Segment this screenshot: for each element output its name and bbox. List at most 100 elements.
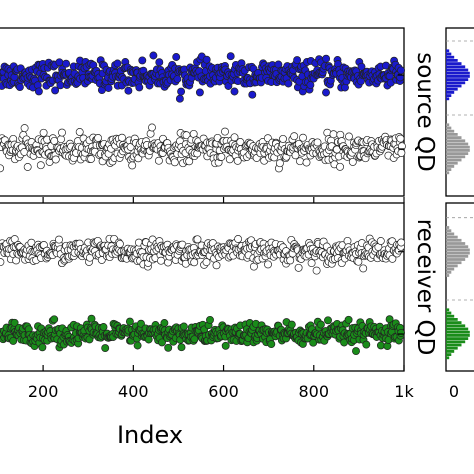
data-point <box>115 239 124 248</box>
data-point <box>51 86 60 95</box>
x-tick-label: 200 <box>28 382 59 401</box>
data-point <box>177 87 186 96</box>
histogram-bar <box>446 330 470 334</box>
histogram-bar <box>446 258 466 261</box>
data-point <box>267 340 276 349</box>
histogram-bar <box>446 87 458 91</box>
data-point <box>75 128 84 136</box>
data-point <box>397 328 405 337</box>
data-point <box>348 157 357 166</box>
histogram-bar <box>446 158 462 162</box>
histogram-bar <box>446 165 455 168</box>
data-point <box>15 83 24 92</box>
histogram-bar <box>446 226 450 229</box>
data-point <box>50 315 59 324</box>
histogram-bar <box>446 321 462 324</box>
data-point <box>397 238 406 247</box>
histogram-bar <box>446 52 452 56</box>
histogram-bar <box>446 340 466 344</box>
histogram-bar <box>446 245 469 249</box>
histogram-bar <box>446 133 458 136</box>
histogram-bar <box>446 356 450 360</box>
histogram-bar <box>446 68 469 72</box>
histogram-bar <box>446 59 458 62</box>
data-point <box>10 318 19 327</box>
data-point <box>87 314 96 323</box>
data-point <box>234 235 243 243</box>
histogram-bar <box>446 229 452 233</box>
histogram-bar <box>446 346 458 350</box>
data-point <box>38 343 47 352</box>
data-point <box>307 259 316 268</box>
histogram-bar <box>446 353 452 356</box>
data-point <box>376 237 385 245</box>
panel-receiver <box>0 202 406 372</box>
data-point <box>212 261 221 270</box>
histogram-bar <box>446 149 470 152</box>
data-point <box>158 338 166 347</box>
data-point <box>36 161 45 170</box>
data-point <box>99 323 108 331</box>
data-point <box>354 257 363 266</box>
data-point <box>233 156 242 165</box>
data-point <box>190 258 199 267</box>
data-point <box>359 264 368 273</box>
receiver-right-ticks <box>398 251 404 335</box>
data-point <box>157 256 165 265</box>
data-point <box>202 258 211 267</box>
x-axis: 200 400 600 800 1k <box>28 197 414 401</box>
histogram-bar <box>446 232 455 236</box>
side-label-receiver: receiver QD <box>412 219 438 356</box>
data-point <box>185 157 194 166</box>
x-tick-label: 400 <box>118 382 149 401</box>
data-point <box>10 235 19 244</box>
data-point <box>388 254 397 263</box>
data-point <box>195 88 204 97</box>
data-point <box>344 315 353 324</box>
histogram-bar <box>446 62 462 65</box>
histogram-bar <box>446 75 470 78</box>
hist-x-tick-label: 0 <box>449 382 459 401</box>
data-point <box>23 163 32 171</box>
histogram-bar <box>446 126 452 130</box>
histogram-bar <box>446 350 455 353</box>
data-point <box>206 315 214 324</box>
data-point <box>177 343 186 352</box>
data-point <box>345 132 353 141</box>
data-point <box>9 336 18 345</box>
histogram-bar <box>446 254 469 258</box>
data-point <box>397 142 406 151</box>
data-point <box>101 344 110 353</box>
histogram-bar <box>446 155 466 159</box>
data-point <box>0 258 5 267</box>
histogram-bar <box>446 129 455 133</box>
histogram-bar <box>446 94 452 97</box>
data-point <box>160 319 169 327</box>
data-point <box>299 133 307 142</box>
histogram-bar <box>446 145 470 149</box>
data-point <box>225 155 234 164</box>
histogram-bar <box>446 49 450 53</box>
data-point <box>324 316 332 325</box>
histogram-bar <box>446 261 462 265</box>
source-points <box>0 51 406 173</box>
data-point <box>230 87 239 96</box>
data-point <box>312 266 321 275</box>
data-point <box>376 341 385 350</box>
data-point <box>357 62 366 71</box>
data-point <box>94 134 103 142</box>
data-point <box>56 81 65 90</box>
hist-receiver-bars <box>446 217 474 360</box>
data-point <box>279 134 287 143</box>
data-point <box>362 340 371 349</box>
histogram-bar <box>446 139 466 143</box>
data-point <box>322 88 330 97</box>
x-tick-label: 1k <box>394 382 414 401</box>
data-point <box>57 135 65 144</box>
data-point <box>113 59 122 68</box>
histogram-bar <box>446 142 469 146</box>
data-point <box>313 138 322 147</box>
data-point <box>293 56 302 65</box>
histogram-bar <box>446 55 455 59</box>
data-point <box>148 123 156 132</box>
